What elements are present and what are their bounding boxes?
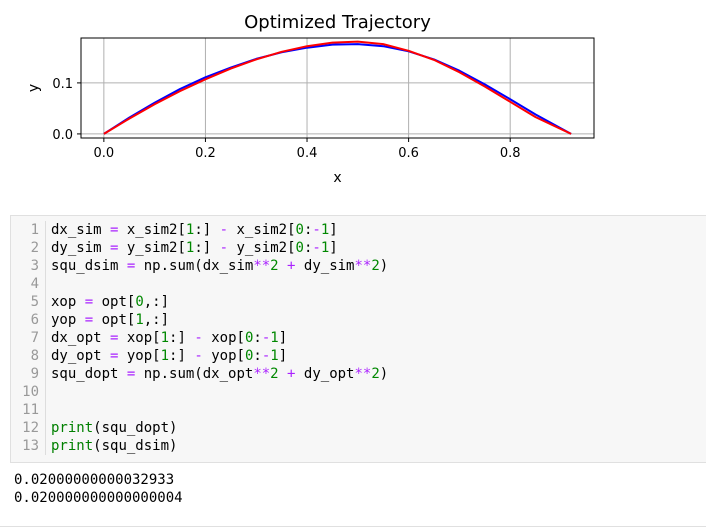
plot-background (81, 38, 594, 138)
trajectory-plot: 0.0 0.2 0.4 0.6 0.8 0.0 0.1 Optimized Trajector… (0, 0, 706, 200)
code-line[interactable]: 11 (11, 401, 51, 419)
code-line[interactable]: 8 dy_opt = yop[1:] - yop[0:-1] (11, 347, 287, 365)
line-number: 4 (11, 275, 46, 293)
line-number: 8 (11, 347, 46, 365)
series-line-1 (103, 40, 572, 135)
chart-svg: 0.0 0.2 0.4 0.6 0.8 0.0 0.1 Optimized Trajector… (26, 12, 595, 186)
code-text[interactable]: dx_opt = xop[1:] - xop[0:-1] (51, 330, 288, 346)
line-number: 10 (11, 383, 46, 401)
x-tick-label: 0.0 (94, 146, 115, 161)
code-line[interactable]: 4 (11, 275, 51, 293)
y-tick-label: 0.1 (52, 77, 73, 92)
x-tick-label: 0.2 (195, 146, 216, 161)
axes-frame (80, 37, 595, 139)
line-number: 9 (11, 365, 46, 383)
code-text[interactable]: dy_sim = y_sim2[1:] - y_sim2[0:-1] (51, 240, 338, 256)
code-text[interactable]: print(squ_dsim) (51, 438, 178, 454)
code-line[interactable]: 12 print(squ_dopt) (11, 419, 177, 437)
code-text[interactable]: dx_sim = x_sim2[1:] - x_sim2[0:-1] (51, 222, 338, 238)
y-tick-label: 0.0 (52, 128, 73, 143)
line-number: 1 (11, 221, 46, 239)
line-number: 11 (11, 401, 46, 419)
code-text[interactable]: xop = opt[0,:] (51, 294, 170, 310)
code-line[interactable]: 5 xop = opt[0,:] (11, 293, 169, 311)
code-line[interactable]: 2 dy_sim = y_sim2[1:] - y_sim2[0:-1] (11, 239, 338, 257)
line-number: 12 (11, 419, 46, 437)
line-number: 6 (11, 311, 46, 329)
x-tick-label: 0.6 (398, 146, 419, 161)
code-line[interactable]: 3 squ_dsim = np.sum(dx_sim**2 + dy_sim**2… (11, 257, 388, 275)
code-line[interactable]: 13 print(squ_dsim) (11, 437, 177, 455)
code-text[interactable]: dy_opt = yop[1:] - yop[0:-1] (51, 348, 288, 364)
chart-title: Optimized Trajectory (244, 12, 431, 33)
line-number: 7 (11, 329, 46, 347)
line-number: 2 (11, 239, 46, 257)
divider (0, 526, 706, 527)
code-line[interactable]: 1 dx_sim = x_sim2[1:] - x_sim2[0:-1] (11, 221, 338, 239)
code-text[interactable]: print(squ_dopt) (51, 420, 178, 436)
code-line[interactable]: 9 squ_dopt = np.sum(dx_opt**2 + dy_opt**2… (11, 365, 388, 383)
line-number: 13 (11, 437, 46, 455)
code-cell[interactable]: 1 dx_sim = x_sim2[1:] - x_sim2[0:-1] 2 dy_s… (10, 215, 706, 463)
code-line[interactable]: 6 yop = opt[1,:] (11, 311, 169, 329)
output-line: 0.02000000000032933 (14, 472, 175, 488)
code-line[interactable]: 7 dx_opt = xop[1:] - xop[0:-1] (11, 329, 287, 347)
line-number: 3 (11, 257, 46, 275)
cell-output: 0.02000000000032933 0.020000000000000004 (14, 471, 183, 507)
code-text[interactable]: squ_dopt = np.sum(dx_opt**2 + dy_opt**2) (51, 366, 389, 382)
series-line-0 (103, 43, 572, 135)
y-axis-label: y (26, 84, 42, 92)
code-line[interactable]: 10 (11, 383, 51, 401)
x-tick-label: 0.4 (297, 146, 318, 161)
x-tick-label: 0.8 (500, 146, 521, 161)
x-axis-label: x (333, 170, 341, 186)
code-text[interactable]: yop = opt[1,:] (51, 312, 170, 328)
line-number: 5 (11, 293, 46, 311)
code-text[interactable]: squ_dsim = np.sum(dx_sim**2 + dy_sim**2) (51, 258, 389, 274)
output-line: 0.020000000000000004 (14, 490, 183, 506)
